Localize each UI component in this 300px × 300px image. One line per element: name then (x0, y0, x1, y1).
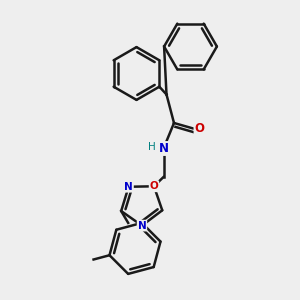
Text: N: N (124, 182, 133, 192)
Text: O: O (194, 122, 205, 135)
Text: H: H (148, 142, 156, 152)
Text: N: N (138, 220, 146, 231)
Text: O: O (150, 181, 158, 191)
Text: N: N (158, 142, 169, 155)
